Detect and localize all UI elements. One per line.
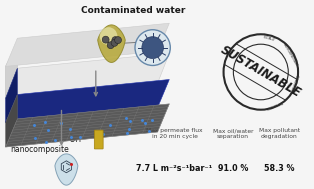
Polygon shape <box>6 80 169 123</box>
Text: nanocomposite: nanocomposite <box>10 145 68 154</box>
Polygon shape <box>55 154 78 185</box>
Polygon shape <box>6 104 169 147</box>
Polygon shape <box>98 25 125 62</box>
Text: TECHNICALLY: TECHNICALLY <box>264 99 283 109</box>
Text: Contaminated water: Contaminated water <box>81 6 185 15</box>
Text: ENVIRONMENTALLY: ENVIRONMENTALLY <box>282 42 299 67</box>
Circle shape <box>112 37 119 43</box>
Text: SUSTAINABLE: SUSTAINABLE <box>218 44 303 100</box>
Circle shape <box>111 39 118 46</box>
FancyBboxPatch shape <box>94 130 103 149</box>
Text: Max pollutant
degradation: Max pollutant degradation <box>259 128 300 139</box>
Polygon shape <box>6 23 169 66</box>
Polygon shape <box>6 53 169 98</box>
Circle shape <box>107 42 114 49</box>
Text: Max oil/water
separation: Max oil/water separation <box>213 128 253 139</box>
Circle shape <box>115 37 122 44</box>
Text: 7.7 L m⁻²s⁻¹bar⁻¹: 7.7 L m⁻²s⁻¹bar⁻¹ <box>137 164 213 173</box>
Text: PVDF-OH: PVDF-OH <box>44 135 81 144</box>
Text: ECOLOGICALLY: ECOLOGICALLY <box>288 74 298 94</box>
Polygon shape <box>6 44 17 98</box>
Circle shape <box>142 37 164 59</box>
Text: x: x <box>39 139 42 145</box>
Polygon shape <box>6 68 17 123</box>
Text: SOCIALLY: SOCIALLY <box>263 35 276 42</box>
Text: Ag/TiO: Ag/TiO <box>7 135 32 144</box>
Polygon shape <box>6 94 17 147</box>
Text: 58.3 %: 58.3 % <box>264 164 295 173</box>
Text: 91.0 %: 91.0 % <box>218 164 248 173</box>
Text: Max permeate flux
in 20 min cycle: Max permeate flux in 20 min cycle <box>146 128 203 139</box>
Circle shape <box>102 36 109 43</box>
Circle shape <box>135 30 170 65</box>
Circle shape <box>100 27 117 45</box>
